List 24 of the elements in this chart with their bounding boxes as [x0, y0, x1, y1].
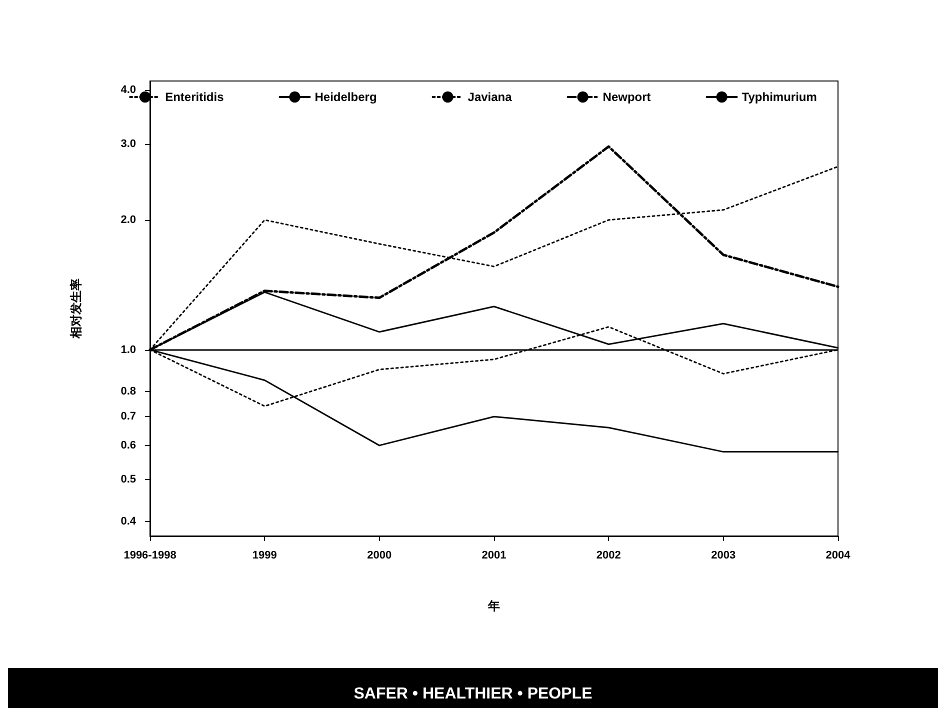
y-tick-label: 0.4: [120, 515, 137, 528]
legend-label: Javiana: [468, 90, 512, 104]
y-tick-label: 0.7: [120, 410, 136, 423]
x-tick-label: 2000: [367, 550, 392, 562]
legend-label: Typhimurium: [742, 90, 817, 104]
x-tick-label: 2002: [596, 550, 621, 562]
y-tick-label: 0.8: [120, 386, 136, 398]
y-tick-label: 0.6: [120, 439, 136, 452]
x-tick-label: 1996-1998: [124, 550, 176, 562]
x-tick-label: 2001: [482, 550, 506, 562]
y-axis-title: 相对发生率: [69, 278, 83, 340]
x-tick-label: 2004: [826, 550, 852, 562]
y-tick-label: 2.0: [120, 214, 136, 226]
y-tick-label: 0.5: [120, 474, 136, 486]
x-axis-title: 年: [487, 599, 500, 613]
x-tick-label: 1999: [252, 550, 277, 562]
legend-label: Heidelberg: [314, 90, 377, 104]
x-tick-label: 2003: [711, 550, 736, 562]
y-tick-label: 4.0: [120, 84, 136, 96]
y-tick-label: 3.0: [120, 138, 136, 150]
text: SAFER • HEALTHIER • PEOPLE: [354, 686, 593, 702]
legend-label: Enteritidis: [165, 90, 224, 104]
y-tick-label: 1.0: [120, 344, 136, 356]
legend-label: Newport: [602, 90, 651, 104]
